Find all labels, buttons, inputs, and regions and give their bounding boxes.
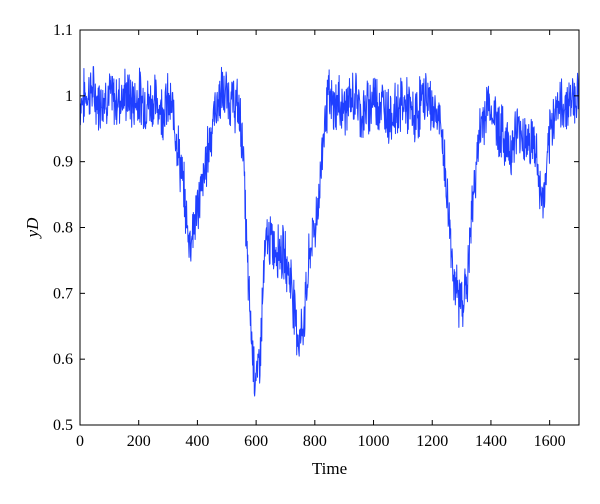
y-tick-label: 0.8	[53, 220, 73, 237]
x-tick-label: 400	[185, 433, 209, 450]
x-axis-title: Time	[312, 459, 347, 478]
series-line	[79, 66, 580, 397]
y-tick-label: 0.6	[53, 351, 73, 368]
plot-frame	[79, 29, 580, 426]
y-tick-label: 0.9	[53, 154, 73, 171]
ticks-layer: 0 200 400 600 800 1000 1200 1400 1600 0.5 0.6 0.7 0.…	[53, 22, 579, 450]
y-tick-label: 0.5	[53, 417, 73, 434]
x-tick-label: 1000	[358, 433, 390, 450]
x-tick-label: 600	[244, 433, 268, 450]
y-tick-label: 0.7	[53, 285, 73, 302]
x-tick-label: 1200	[416, 433, 448, 450]
series-layer	[79, 66, 580, 397]
y-tick-label: 1	[65, 88, 73, 105]
x-tick-label: 1400	[475, 433, 507, 450]
x-tick-label: 0	[76, 433, 84, 450]
y-axis-title: yD	[23, 217, 42, 240]
y-tick-label: 1.1	[53, 22, 73, 39]
x-tick-label: 1600	[534, 433, 566, 450]
x-tick-label: 200	[127, 433, 151, 450]
x-tick-label: 800	[303, 433, 327, 450]
